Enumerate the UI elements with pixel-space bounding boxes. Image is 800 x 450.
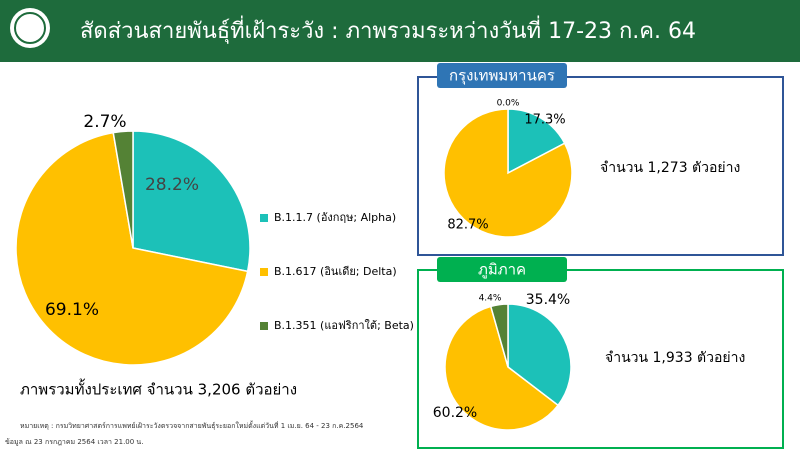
pie-slice [443, 108, 573, 238]
pie-slice [489, 303, 509, 368]
legend-swatch [260, 214, 268, 222]
logo-ring [14, 12, 46, 44]
data-label: 17.3% [524, 113, 565, 128]
pie-slice [112, 130, 134, 249]
footnote: หมายเหตุ : กรมวิทยาศาสตร์การแพทย์เฝ้าระว… [20, 419, 364, 430]
legend-label: B.1.1.7 (อังกฤษ; Alpha) [274, 211, 396, 224]
data-label: 69.1% [45, 300, 99, 320]
data-label: 60.2% [433, 405, 477, 421]
region-title: ภูมิภาค [478, 261, 526, 279]
region-box [417, 269, 784, 449]
header-bar [0, 0, 800, 62]
pie-slice [444, 305, 560, 431]
caption: จำนวน 1,273 ตัวอย่าง [600, 160, 740, 176]
data-label: 2.7% [83, 112, 126, 132]
data-label: 35.4% [526, 292, 570, 308]
bangkok-title: กรุงเทพมหานคร [449, 67, 555, 86]
data-label: 4.4% [479, 294, 502, 304]
data-label: 0.0% [497, 99, 520, 109]
legend-swatch [260, 268, 268, 276]
legend-label: B.1.617 (อินเดีย; Delta) [274, 265, 397, 278]
caption: ภาพรวมทั้งประเทศ จำนวน 3,206 ตัวอย่าง [20, 379, 297, 399]
bangkok-box [417, 76, 784, 256]
pie-slice [507, 303, 572, 407]
legend-swatch [260, 322, 268, 330]
data-label: 28.2% [145, 175, 199, 195]
footnote: ข้อมูล ณ 23 กรกฎาคม 2564 เวลา 21.00 น. [5, 438, 143, 446]
pie-slice [507, 108, 566, 175]
region-tab [437, 257, 567, 282]
bangkok-tab [437, 63, 567, 88]
legend-label: B.1.351 (แอฟริกาใต้; Beta) [274, 319, 414, 332]
pie-slice [132, 130, 251, 273]
header-title: สัดส่วนสายพันธุ์ที่เฝ้าระวัง : ภาพรวมระห… [80, 15, 696, 44]
pie-slice [15, 131, 249, 366]
data-label: 82.7% [447, 218, 488, 233]
caption: จำนวน 1,933 ตัวอย่าง [605, 350, 745, 366]
